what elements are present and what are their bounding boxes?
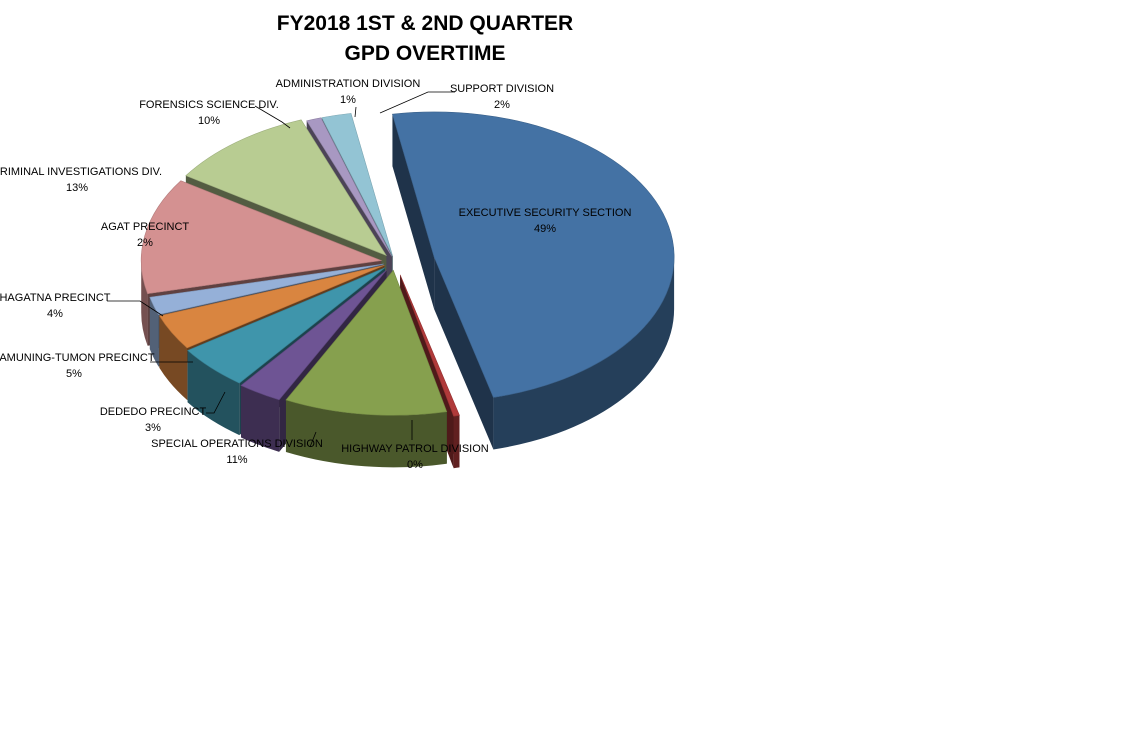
slice-label-tamuning-tumon-precinct: TAMUNING-TUMON PRECINCT bbox=[0, 352, 155, 364]
slice-outer-wall-special-operations-division bbox=[285, 400, 447, 468]
slice-top-administration-division bbox=[306, 117, 393, 257]
slice-percent-administration-division: 1% bbox=[340, 94, 356, 106]
slice-outer-wall-hagatna-precinct bbox=[159, 315, 188, 400]
slice-outer-wall-executive-security-section bbox=[493, 256, 675, 450]
slice-outer-wall-highway-patrol-division bbox=[453, 415, 460, 469]
leader-line-dededo-precinct bbox=[206, 391, 226, 414]
slice-top-highway-patrol-division bbox=[399, 274, 460, 417]
slice-top-forensics-science-div bbox=[185, 119, 387, 257]
slice-top-special-operations-division bbox=[285, 269, 448, 416]
slice-label-highway-patrol-division: HIGHWAY PATROL DIVISION bbox=[341, 443, 489, 455]
slice-label-executive-security-section: EXECUTIVE SECURITY SECTION bbox=[459, 207, 632, 219]
slice-top-dededo-precinct bbox=[240, 269, 387, 401]
slice-top-support-division bbox=[321, 113, 393, 257]
slice-label-dededo-precinct: DEDEDO PRECINCT bbox=[100, 406, 207, 418]
leader-line-special-operations-division bbox=[309, 431, 317, 448]
slice-percent-executive-security-section: 49% bbox=[534, 223, 556, 235]
slice-label-administration-division: ADMINISTRATION DIVISION bbox=[276, 78, 421, 90]
slice-percent-tamuning-tumon-precinct: 5% bbox=[66, 368, 82, 380]
leader-line-forensics-science-div bbox=[254, 105, 291, 129]
slice-label-forensics-science-div: FORENSICS SCIENCE DIV. bbox=[139, 99, 279, 111]
slice-top-agat-precinct bbox=[149, 263, 384, 315]
slices-layer bbox=[140, 111, 675, 469]
slice-outer-wall-dededo-precinct bbox=[240, 385, 280, 452]
slice-label-criminal-investigations-div: CRIMINAL INVESTIGATIONS DIV. bbox=[0, 166, 162, 178]
leader-line-hagatna-precinct bbox=[107, 300, 164, 317]
slice-percent-highway-patrol-division: 0% bbox=[407, 459, 423, 471]
chart-subtitle: GPD OVERTIME bbox=[344, 42, 505, 65]
slice-outer-wall-tamuning-tumon-precinct bbox=[187, 350, 240, 436]
slice-percent-criminal-investigations-div: 13% bbox=[66, 182, 88, 194]
slice-percent-support-division: 2% bbox=[494, 99, 510, 111]
slice-executive-security-section bbox=[392, 111, 675, 450]
slice-percent-forensics-science-div: 10% bbox=[198, 115, 220, 127]
slice-label-hagatna-precinct: HAGATNA PRECINCT bbox=[0, 292, 111, 304]
slice-top-executive-security-section bbox=[392, 111, 675, 398]
slice-label-special-operations-division: SPECIAL OPERATIONS DIVISION bbox=[151, 438, 323, 450]
slice-side-wall-executive-security-section-0 bbox=[392, 114, 435, 309]
slice-percent-special-operations-division: 11% bbox=[226, 454, 247, 466]
chart-title: FY2018 1ST & 2ND QUARTER bbox=[277, 12, 573, 35]
slice-percent-agat-precinct: 2% bbox=[137, 237, 153, 249]
slice-outer-wall-criminal-investigations-div bbox=[141, 260, 148, 346]
leader-line-administration-division bbox=[354, 106, 357, 118]
slice-top-criminal-investigations-div bbox=[140, 180, 383, 295]
slice-side-wall-executive-security-section-1 bbox=[434, 256, 494, 450]
slice-percent-hagatna-precinct: 4% bbox=[47, 308, 63, 320]
slice-top-hagatna-precinct bbox=[158, 265, 385, 349]
slice-percent-dededo-precinct: 3% bbox=[145, 422, 161, 434]
slice-top-tamuning-tumon-precinct bbox=[187, 267, 386, 384]
slice-label-support-division: SUPPORT DIVISION bbox=[450, 83, 554, 95]
slice-outer-wall-agat-precinct bbox=[149, 297, 159, 367]
leader-lines bbox=[107, 91, 455, 448]
leader-line-support-division bbox=[379, 91, 455, 114]
slice-labels: EXECUTIVE SECURITY SECTION 49% HIGHWAY PAT… bbox=[0, 78, 631, 471]
slice-special-operations-division bbox=[285, 269, 448, 468]
slice-label-agat-precinct: AGAT PRECINCT bbox=[101, 221, 189, 233]
